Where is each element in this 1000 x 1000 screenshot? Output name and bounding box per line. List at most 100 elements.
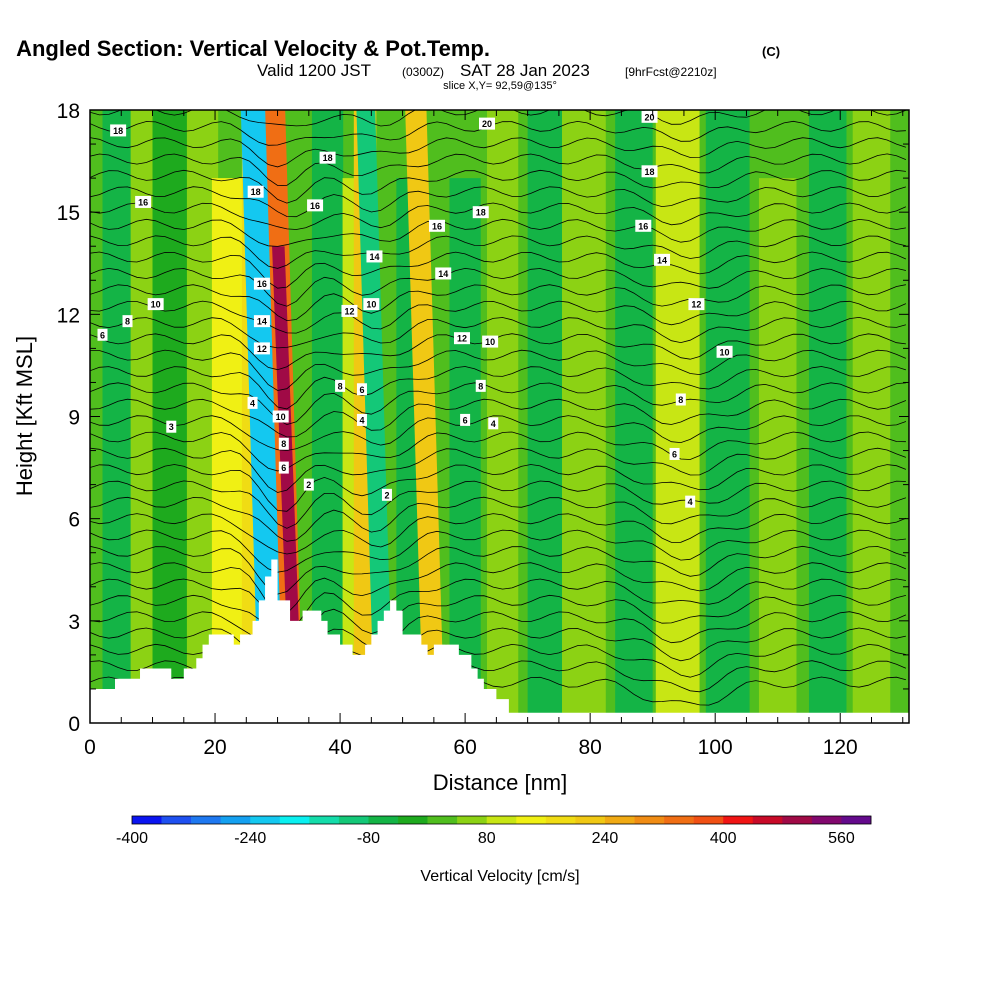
pot-temp-contour xyxy=(90,447,907,493)
colorbar-tick-label: 240 xyxy=(592,830,619,847)
colorbar-ticks: -400 -240 -80 80 240 400 560 xyxy=(116,830,855,847)
pot-temp-contour xyxy=(90,464,907,512)
colorbar-swatch xyxy=(398,816,428,824)
velocity-band xyxy=(615,110,653,723)
contour-label-bg xyxy=(335,379,346,392)
pot-temp-contour xyxy=(90,545,907,595)
y-tick-label: 9 xyxy=(68,407,80,430)
contour-label: 4 xyxy=(688,497,693,507)
contour-label-bg xyxy=(341,304,358,317)
contour-label: 18 xyxy=(113,126,123,136)
chart-title: Angled Section: Vertical Velocity & Pot.… xyxy=(16,36,490,61)
colorbar-swatch xyxy=(486,816,517,824)
contour-label-bg xyxy=(356,383,367,396)
colorbar-label: Vertical Velocity [cm/s] xyxy=(420,868,579,885)
colorbar-tick-label: 80 xyxy=(478,830,496,847)
contour-label: 16 xyxy=(432,221,442,231)
contour-label-bg xyxy=(247,185,264,198)
copyright-mark: (C) xyxy=(762,44,780,59)
contour-label: 2 xyxy=(306,480,311,490)
y-tick-label: 6 xyxy=(68,509,80,532)
terrain-profile xyxy=(90,559,909,723)
contour-label: 10 xyxy=(276,412,286,422)
y-tick-label: 18 xyxy=(57,100,80,123)
contour-label-bg xyxy=(635,219,652,232)
contour-label-bg xyxy=(460,413,471,426)
contour-label: 8 xyxy=(281,439,286,449)
plot-area: 18 16 10 8 6 3 18 16 14 12 4 10 8 6 2 18 16 12 8 14 10 6 4 2 20 1… xyxy=(90,110,909,723)
velocity-band xyxy=(449,178,481,723)
pot-temp-contour xyxy=(90,578,906,633)
colorbar-swatch xyxy=(338,816,369,824)
y-tick-label: 12 xyxy=(57,304,80,327)
contour-label: 18 xyxy=(476,208,486,218)
contour-label: 8 xyxy=(338,381,343,391)
colorbar-swatch xyxy=(132,816,162,824)
velocity-band xyxy=(152,110,191,723)
pot-temp-contour xyxy=(90,235,906,269)
pot-temp-contour xyxy=(90,415,907,451)
contour-label-bg xyxy=(253,277,270,290)
pot-temp-contour xyxy=(90,120,906,146)
velocity-band xyxy=(211,178,244,723)
colorbar-swatch xyxy=(723,816,754,824)
contour-label-bg xyxy=(278,437,289,450)
contour-label-bg xyxy=(356,413,367,426)
contour-label-bg xyxy=(716,345,733,358)
contour-label: 18 xyxy=(251,187,261,197)
contour-label: 16 xyxy=(257,279,267,289)
contour-label-bg xyxy=(253,315,270,328)
contour-label-bg xyxy=(675,393,686,406)
contour-label: 12 xyxy=(344,306,354,316)
colorbar-swatch xyxy=(220,816,251,824)
colorbar-swatch xyxy=(368,816,399,824)
pot-temp-contour xyxy=(90,366,907,410)
colorbar-swatch xyxy=(841,816,872,824)
colorbar-swatch xyxy=(545,816,576,824)
valid-utc: (0300Z) xyxy=(402,65,444,79)
velocity-band xyxy=(758,178,797,723)
pot-temp-contour xyxy=(90,186,907,218)
colorbar-swatch xyxy=(664,816,694,824)
forecast-info: [9hrFcst@2210z] xyxy=(625,65,717,79)
pot-temp-contour xyxy=(90,496,907,542)
contour-label: 20 xyxy=(482,119,492,129)
pot-temp-contour xyxy=(90,153,907,186)
contour-label: 10 xyxy=(485,337,495,347)
colorbar-swatch xyxy=(161,816,192,824)
pot-temp-contour xyxy=(90,251,907,289)
colorbar-swatch xyxy=(604,816,635,824)
pot-temp-contour xyxy=(90,202,907,230)
contour-label-bg xyxy=(478,117,495,130)
y-axis-label: Height [Kft MSL] xyxy=(12,336,37,496)
x-tick-label: 100 xyxy=(698,736,733,759)
x-tick-label: 80 xyxy=(578,736,601,759)
contour-label: 16 xyxy=(138,197,148,207)
colorbar-swatch xyxy=(457,816,488,824)
contour-label: 6 xyxy=(100,330,105,340)
contour-label: 12 xyxy=(691,300,701,310)
contour-label: 4 xyxy=(250,398,255,408)
valid-prefix: Valid 1200 JST xyxy=(257,61,371,80)
contour-label: 18 xyxy=(323,153,333,163)
colorbar-tick-label: -400 xyxy=(116,830,148,847)
y-tick-label: 0 xyxy=(68,713,80,736)
colorbar-swatch xyxy=(191,816,221,824)
velocity-bands xyxy=(102,110,891,723)
contour-label: 14 xyxy=(438,269,448,279)
y-tick-label: 15 xyxy=(57,202,80,225)
y-tick-label: 3 xyxy=(68,611,80,634)
contour-label-bg xyxy=(641,110,658,123)
contour-label-bg xyxy=(110,124,127,137)
contour-label: 16 xyxy=(638,221,648,231)
y-axis: 0 3 6 9 12 15 18 xyxy=(57,100,909,736)
contour-label-bg xyxy=(303,478,314,491)
colorbar-swatch xyxy=(752,816,783,824)
contour-label: 16 xyxy=(310,201,320,211)
contour-label-bg xyxy=(253,342,270,355)
contour-label: 6 xyxy=(281,463,286,473)
pot-temp-contour xyxy=(90,562,907,614)
contour-label-bg xyxy=(435,267,452,280)
velocity-band xyxy=(272,246,303,723)
pot-temp-contour xyxy=(90,316,907,349)
